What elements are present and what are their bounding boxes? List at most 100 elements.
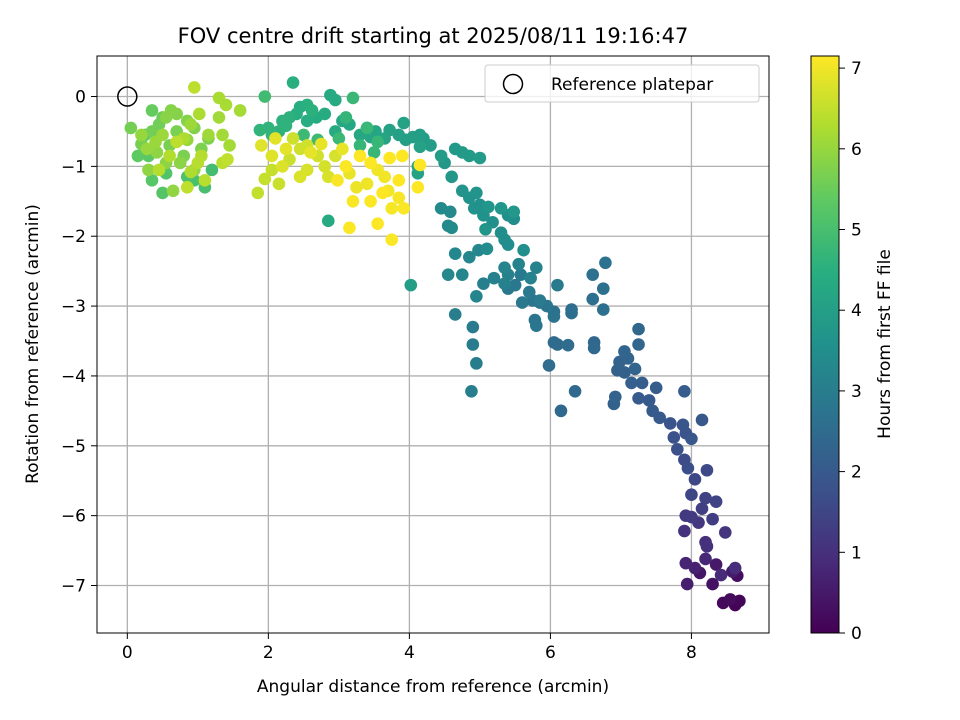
x-tick-label: 6 (545, 643, 556, 663)
data-point (205, 163, 219, 177)
data-point (353, 139, 367, 152)
data-point (360, 177, 374, 191)
data-point (251, 186, 265, 200)
data-point (276, 160, 289, 173)
data-point (305, 104, 319, 117)
data-point (318, 160, 332, 173)
data-point (371, 217, 384, 230)
colorbar-tick-label: 6 (851, 140, 862, 160)
data-point (482, 200, 495, 214)
data-point (397, 116, 411, 130)
colorbar-label: Hours from first FF file (875, 249, 895, 439)
data-point (463, 250, 476, 264)
data-point (530, 261, 543, 274)
data-point (253, 123, 267, 137)
data-point (508, 278, 522, 292)
data-point (339, 160, 353, 173)
data-point (371, 135, 384, 149)
data-point (221, 153, 234, 166)
data-point (350, 181, 363, 194)
data-point (632, 391, 645, 405)
data-point (346, 91, 360, 105)
data-point (192, 107, 206, 121)
data-point (646, 404, 659, 418)
data-point (709, 558, 723, 571)
data-point (314, 137, 328, 151)
data-point (258, 172, 272, 186)
data-point (300, 114, 314, 128)
data-point (385, 233, 399, 247)
data-point (723, 593, 737, 606)
data-point (706, 577, 719, 591)
data-point (448, 247, 462, 260)
x-tick-label: 4 (404, 643, 415, 663)
y-axis-ticks: 0 −1 −2 −3 −4 −5 −6 −7 (61, 88, 97, 596)
data-point (586, 292, 600, 306)
data-point (517, 243, 530, 257)
data-point (706, 512, 719, 526)
data-point (671, 442, 684, 456)
colorbar-tick-label: 2 (851, 463, 862, 483)
data-point (445, 170, 458, 184)
data-point (608, 390, 622, 404)
data-point (378, 170, 391, 184)
reference-marker-group (117, 86, 138, 107)
data-point (685, 488, 698, 501)
x-tick-label: 8 (686, 643, 697, 663)
data-point (501, 238, 515, 251)
data-point (685, 510, 698, 524)
data-point (184, 118, 198, 131)
data-point (565, 306, 578, 320)
data-point (524, 271, 537, 285)
data-point (279, 119, 293, 133)
data-point (336, 142, 349, 156)
data-point (364, 194, 377, 208)
data-point (152, 163, 166, 177)
data-point (142, 163, 155, 177)
data-point (135, 128, 148, 142)
reference-platepar-marker (117, 86, 138, 107)
data-point (547, 336, 561, 349)
colorbar-tick-label: 1 (851, 543, 862, 563)
data-point (353, 149, 367, 163)
data-point (542, 359, 556, 372)
colorbar-tick-label: 5 (851, 221, 862, 241)
data-point (699, 491, 712, 505)
data-point (512, 257, 525, 271)
data-point (596, 282, 610, 295)
data-point (286, 132, 300, 145)
data-point (699, 552, 712, 566)
data-point (642, 394, 656, 407)
data-point (269, 132, 282, 145)
y-axis-label: Rotation from reference (arcmin) (23, 204, 43, 484)
data-point (498, 261, 511, 274)
data-point (331, 174, 344, 187)
data-point (507, 205, 521, 219)
data-point (411, 181, 425, 194)
data-point (445, 221, 458, 235)
data-point (470, 290, 483, 303)
data-point (681, 461, 695, 475)
data-point (145, 174, 159, 187)
data-point (530, 319, 543, 332)
y-tick-label: −1 (61, 157, 86, 177)
data-point (628, 362, 642, 376)
data-point (360, 121, 374, 135)
data-point (150, 146, 164, 159)
data-point (728, 561, 742, 575)
data-point (477, 277, 490, 291)
y-tick-label: −4 (61, 367, 86, 387)
data-point (434, 201, 448, 215)
data-point (625, 376, 638, 390)
data-point (688, 473, 702, 486)
data-point (364, 156, 377, 170)
data-point (618, 345, 631, 358)
chart-title: FOV centre drift starting at 2025/08/11 … (178, 24, 689, 48)
colorbar-tick-label: 4 (851, 301, 862, 321)
data-point (163, 149, 176, 163)
data-point (470, 357, 483, 370)
data-point (188, 81, 201, 94)
data-point (487, 271, 501, 285)
data-point (494, 201, 508, 215)
